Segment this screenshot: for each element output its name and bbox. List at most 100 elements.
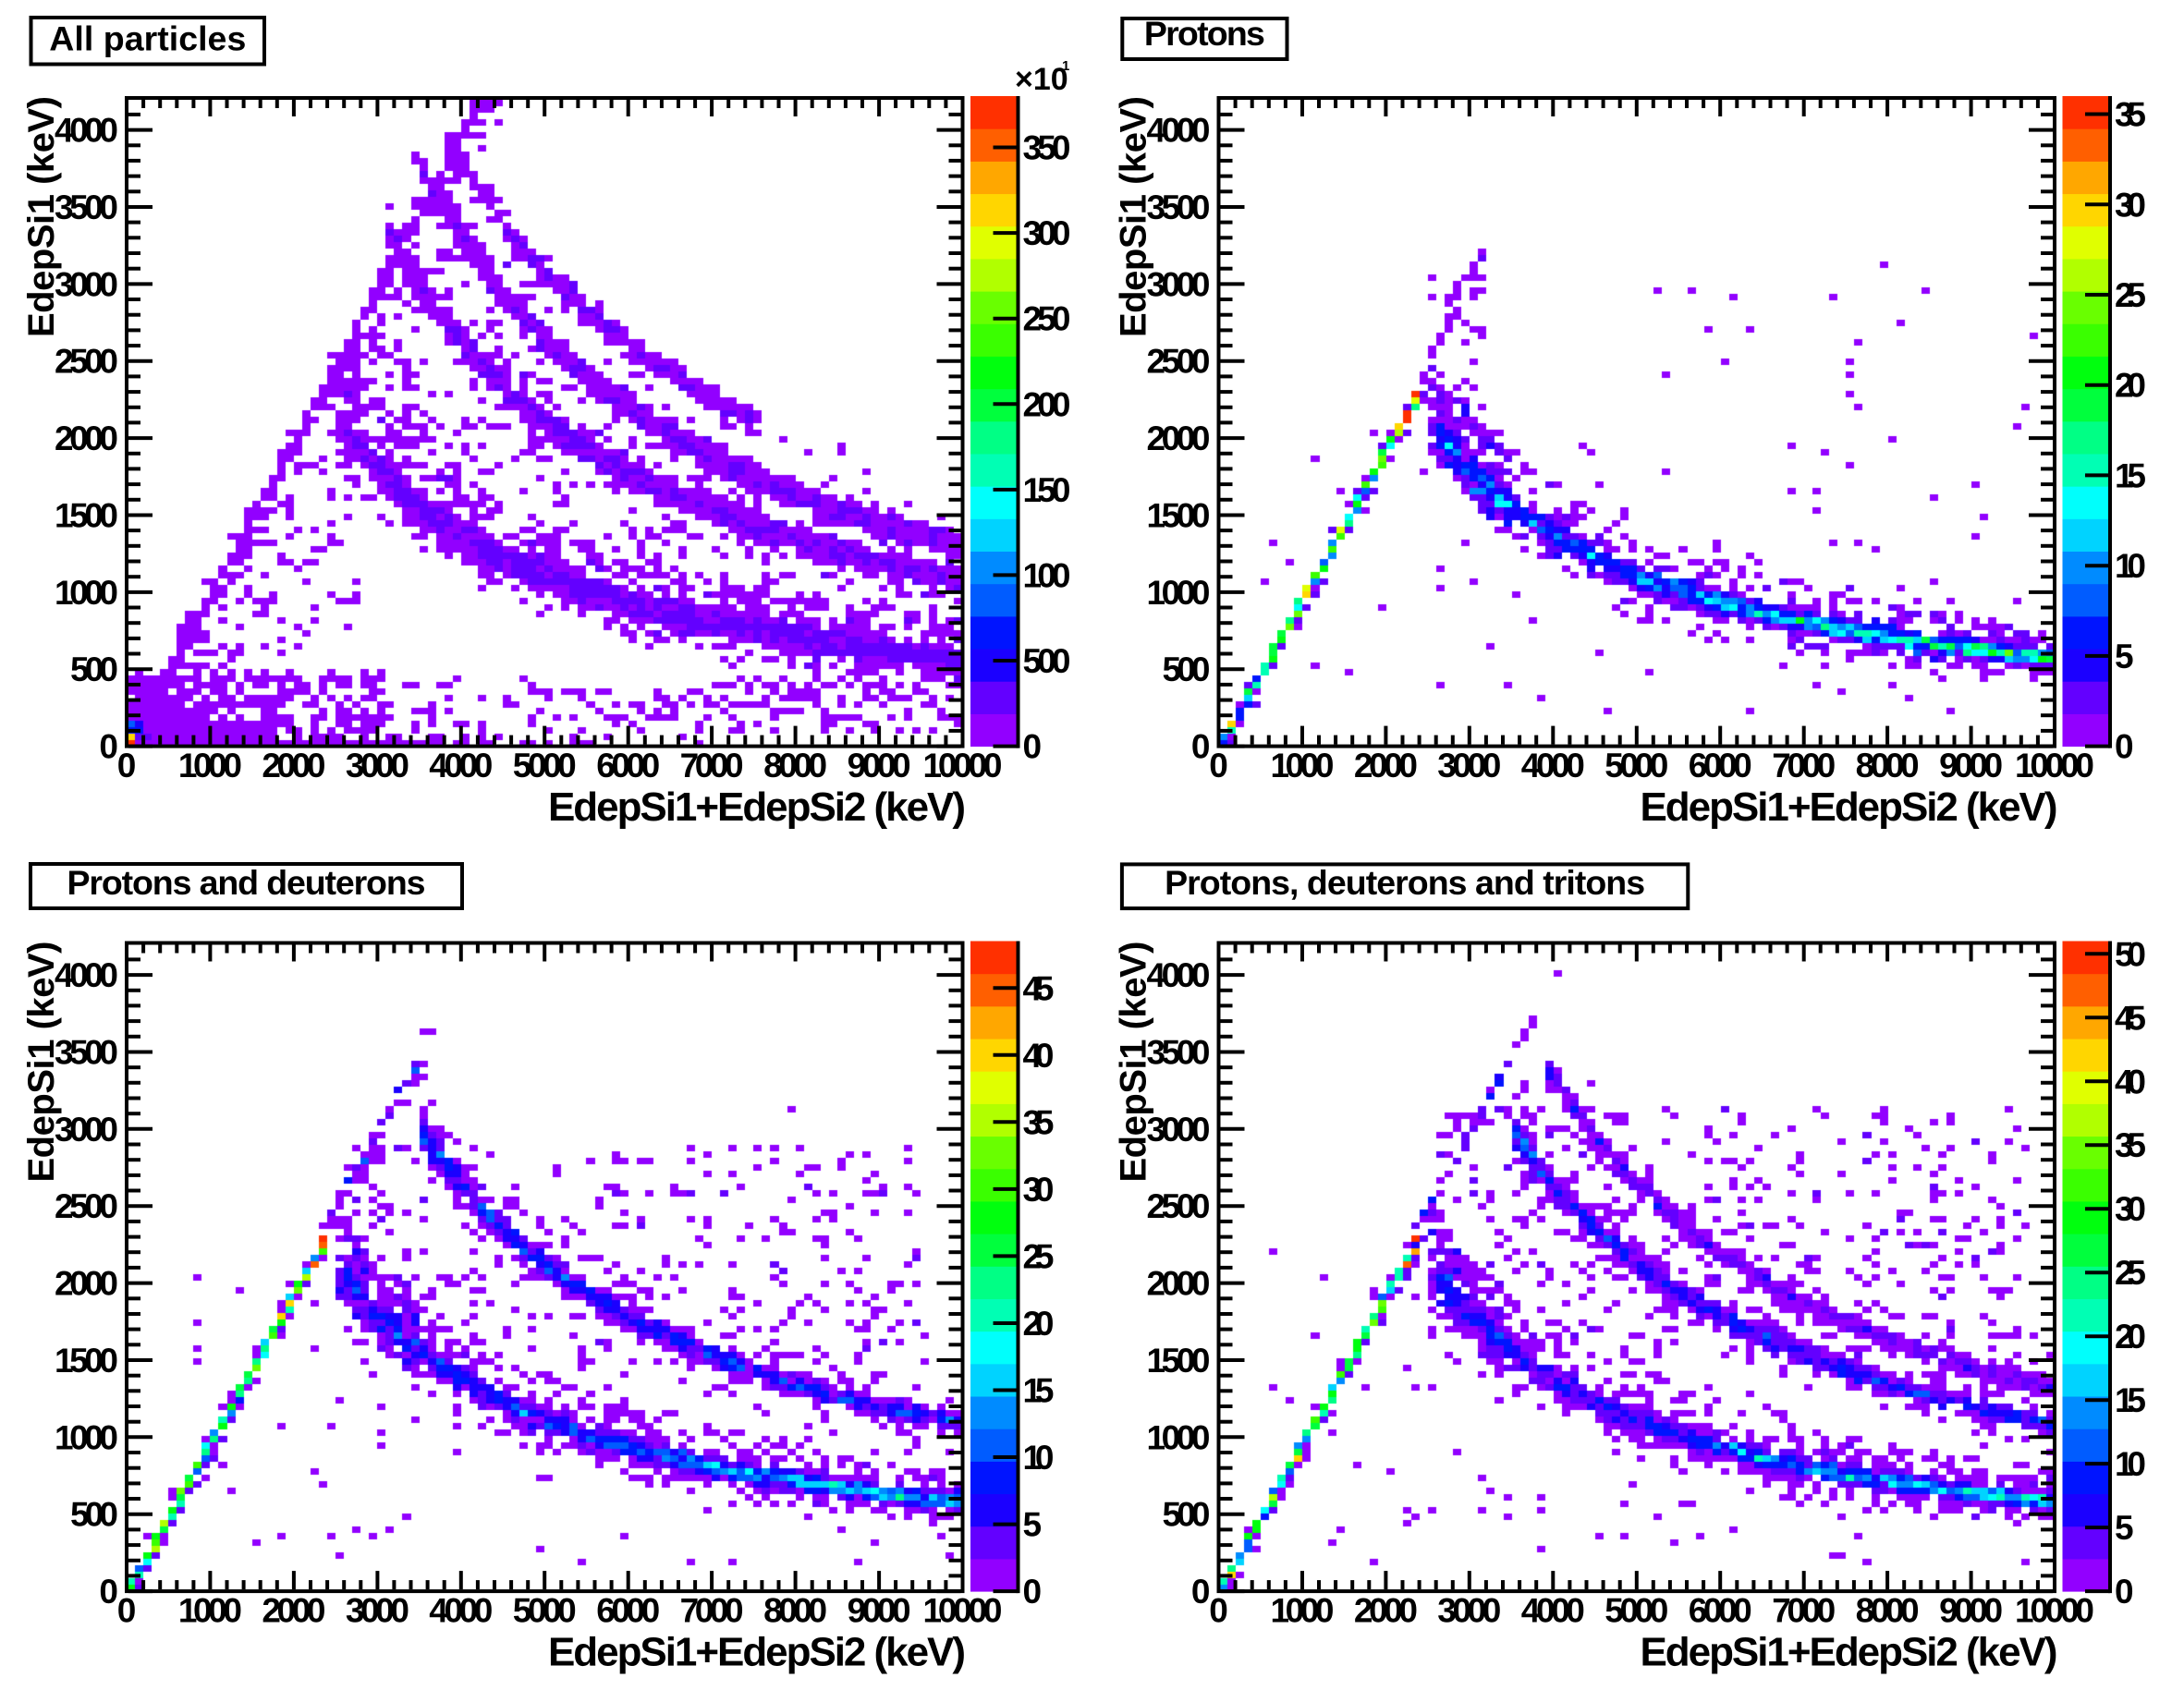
- svg-text:7000: 7000: [680, 1592, 744, 1630]
- svg-text:5000: 5000: [513, 747, 577, 784]
- svg-text:20: 20: [2115, 1318, 2146, 1356]
- svg-text:4000: 4000: [1147, 112, 1211, 150]
- svg-text:EdepSi1 (keV): EdepSi1 (keV): [1114, 942, 1154, 1183]
- svg-text:10000: 10000: [923, 1592, 1003, 1630]
- svg-text:1000: 1000: [1147, 574, 1211, 612]
- svg-text:150: 150: [1023, 471, 1071, 509]
- svg-text:8000: 8000: [1856, 747, 1920, 784]
- svg-text:0: 0: [2115, 728, 2134, 766]
- svg-text:7000: 7000: [680, 747, 744, 784]
- svg-text:3500: 3500: [1147, 1034, 1211, 1072]
- svg-text:8000: 8000: [1856, 1592, 1920, 1630]
- svg-text:250: 250: [1023, 300, 1071, 338]
- svg-text:EdepSi1+EdepSi2 (keV): EdepSi1+EdepSi2 (keV): [548, 1630, 966, 1675]
- svg-text:0: 0: [2115, 1573, 2134, 1611]
- svg-text:3000: 3000: [346, 747, 409, 784]
- svg-text:4000: 4000: [429, 1592, 493, 1630]
- svg-text:10000: 10000: [2015, 747, 2094, 784]
- svg-text:9000: 9000: [1939, 1592, 2003, 1630]
- svg-text:10: 10: [1023, 1439, 1055, 1477]
- svg-text:10: 10: [2115, 547, 2146, 585]
- svg-text:1500: 1500: [55, 1342, 118, 1380]
- svg-text:EdepSi1+EdepSi2 (keV): EdepSi1+EdepSi2 (keV): [548, 784, 966, 830]
- svg-text:0: 0: [1209, 1592, 1228, 1630]
- svg-text:500: 500: [1023, 642, 1071, 680]
- svg-text:4000: 4000: [1147, 956, 1211, 994]
- svg-text:15: 15: [1023, 1372, 1055, 1410]
- svg-text:10000: 10000: [2015, 1592, 2094, 1630]
- svg-text:2500: 2500: [1147, 343, 1211, 381]
- svg-text:10000: 10000: [923, 747, 1003, 784]
- svg-text:2000: 2000: [1354, 1592, 1418, 1630]
- svg-text:EdepSi1 (keV): EdepSi1 (keV): [21, 942, 62, 1183]
- svg-text:1000: 1000: [55, 1418, 118, 1456]
- svg-text:40: 40: [2115, 1063, 2146, 1100]
- svg-text:1000: 1000: [1271, 1592, 1335, 1630]
- svg-text:2000: 2000: [1147, 419, 1211, 457]
- svg-text:5: 5: [2115, 638, 2134, 675]
- svg-text:300: 300: [1023, 214, 1071, 252]
- svg-text:2500: 2500: [1147, 1187, 1211, 1225]
- svg-text:7000: 7000: [1772, 747, 1836, 784]
- svg-text:15: 15: [2115, 1381, 2146, 1419]
- svg-text:6000: 6000: [1689, 1592, 1752, 1630]
- svg-text:500: 500: [1163, 650, 1211, 688]
- svg-text:45: 45: [2115, 999, 2146, 1037]
- svg-text:3500: 3500: [55, 188, 118, 226]
- svg-text:Protons: Protons: [1144, 14, 1265, 53]
- svg-text:×10: ×10: [1015, 62, 1068, 97]
- svg-text:20: 20: [1023, 1305, 1055, 1343]
- svg-text:1: 1: [1062, 58, 1069, 74]
- svg-text:5: 5: [2115, 1509, 2134, 1547]
- svg-text:35: 35: [2115, 1126, 2146, 1164]
- svg-text:30: 30: [1023, 1171, 1055, 1209]
- svg-text:3500: 3500: [1147, 188, 1211, 226]
- svg-text:200: 200: [1023, 385, 1071, 423]
- svg-text:0: 0: [117, 747, 137, 784]
- svg-text:Protons and deuterons: Protons and deuterons: [67, 863, 426, 902]
- svg-text:0: 0: [1023, 1573, 1043, 1611]
- svg-text:15: 15: [2115, 456, 2146, 494]
- svg-text:3000: 3000: [1437, 747, 1501, 784]
- svg-text:8000: 8000: [763, 747, 827, 784]
- svg-text:2000: 2000: [1147, 1265, 1211, 1303]
- svg-text:1500: 1500: [55, 497, 118, 535]
- svg-text:10: 10: [2115, 1445, 2146, 1483]
- svg-text:1500: 1500: [1147, 497, 1211, 535]
- svg-text:2000: 2000: [1354, 747, 1418, 784]
- svg-text:2000: 2000: [55, 1265, 118, 1303]
- svg-text:6000: 6000: [596, 1592, 660, 1630]
- svg-text:30: 30: [2115, 1190, 2146, 1228]
- svg-text:50: 50: [2115, 935, 2146, 973]
- svg-text:0: 0: [1209, 747, 1228, 784]
- svg-text:500: 500: [70, 1496, 118, 1534]
- svg-text:25: 25: [2115, 1254, 2146, 1292]
- svg-text:2000: 2000: [262, 747, 325, 784]
- svg-text:0: 0: [1191, 728, 1211, 766]
- svg-text:1000: 1000: [55, 574, 118, 612]
- svg-text:350: 350: [1023, 129, 1071, 167]
- svg-text:4000: 4000: [1521, 1592, 1585, 1630]
- svg-text:40: 40: [1023, 1037, 1055, 1075]
- svg-text:3500: 3500: [55, 1034, 118, 1072]
- svg-text:1500: 1500: [1147, 1342, 1211, 1380]
- svg-text:3000: 3000: [346, 1592, 409, 1630]
- svg-text:0: 0: [99, 1573, 118, 1611]
- svg-text:4000: 4000: [429, 747, 493, 784]
- svg-text:3000: 3000: [55, 265, 118, 303]
- svg-text:5000: 5000: [1604, 747, 1668, 784]
- svg-text:6000: 6000: [1689, 747, 1752, 784]
- svg-text:5000: 5000: [1604, 1592, 1668, 1630]
- svg-text:2000: 2000: [55, 419, 118, 457]
- svg-text:2500: 2500: [55, 1187, 118, 1225]
- svg-text:3000: 3000: [1147, 265, 1211, 303]
- svg-text:0: 0: [1191, 1573, 1211, 1611]
- svg-text:All particles: All particles: [49, 19, 246, 58]
- svg-text:20: 20: [2115, 367, 2146, 405]
- svg-text:0: 0: [1023, 728, 1043, 766]
- svg-text:2000: 2000: [262, 1592, 325, 1630]
- svg-text:2500: 2500: [55, 343, 118, 381]
- svg-text:1000: 1000: [1271, 747, 1335, 784]
- svg-text:500: 500: [1163, 1496, 1211, 1534]
- svg-text:Protons, deuterons and tritons: Protons, deuterons and tritons: [1165, 863, 1645, 902]
